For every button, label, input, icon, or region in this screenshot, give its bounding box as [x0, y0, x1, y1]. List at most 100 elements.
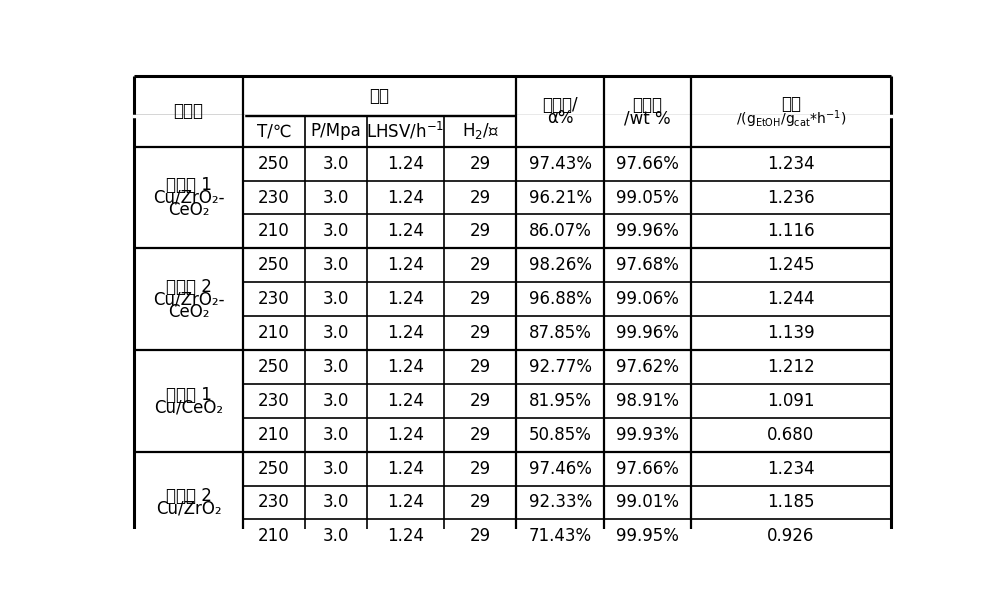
Text: 99.96%: 99.96% — [616, 324, 679, 342]
Text: 1.24: 1.24 — [387, 257, 424, 274]
Text: 1.091: 1.091 — [767, 392, 814, 410]
Text: 29: 29 — [470, 494, 491, 511]
Text: 1.116: 1.116 — [767, 222, 815, 241]
Text: 催化剂: 催化剂 — [174, 102, 204, 121]
Text: 99.95%: 99.95% — [616, 527, 679, 545]
Text: 97.46%: 97.46% — [529, 460, 592, 478]
Text: 29: 29 — [470, 358, 491, 376]
Text: 99.93%: 99.93% — [616, 426, 679, 444]
Text: 99.06%: 99.06% — [616, 290, 679, 308]
Text: 1.236: 1.236 — [767, 188, 815, 207]
Text: 99.05%: 99.05% — [616, 188, 679, 207]
Text: CeO₂: CeO₂ — [168, 201, 209, 219]
Text: 98.26%: 98.26% — [529, 257, 592, 274]
Text: 3.0: 3.0 — [323, 358, 349, 376]
Text: 210: 210 — [258, 527, 290, 545]
Text: 29: 29 — [470, 257, 491, 274]
Text: 29: 29 — [470, 426, 491, 444]
Text: 230: 230 — [258, 188, 290, 207]
Text: CeO₂: CeO₂ — [168, 302, 209, 321]
Text: 1.24: 1.24 — [387, 527, 424, 545]
Text: 对比例 1: 对比例 1 — [166, 386, 211, 404]
Text: 1.24: 1.24 — [387, 154, 424, 173]
Text: α%: α% — [547, 109, 573, 127]
Text: 97.66%: 97.66% — [616, 154, 679, 173]
Text: 产率: 产率 — [781, 94, 801, 113]
Text: 99.01%: 99.01% — [616, 494, 679, 511]
Text: 230: 230 — [258, 494, 290, 511]
Text: 0.680: 0.680 — [767, 426, 814, 444]
Text: 3.0: 3.0 — [323, 426, 349, 444]
Text: 29: 29 — [470, 222, 491, 241]
Text: 29: 29 — [470, 392, 491, 410]
Text: 99.96%: 99.96% — [616, 222, 679, 241]
Text: LHSV/h$^{-1}$: LHSV/h$^{-1}$ — [366, 121, 445, 142]
Text: 81.95%: 81.95% — [529, 392, 592, 410]
Text: 1.24: 1.24 — [387, 188, 424, 207]
Text: 250: 250 — [258, 460, 290, 478]
Text: 1.234: 1.234 — [767, 460, 815, 478]
Text: 71.43%: 71.43% — [529, 527, 592, 545]
Text: 1.212: 1.212 — [767, 358, 815, 376]
Text: /(g$_{\rm EtOH}$/g$_{\rm cat}$*h$^{-1}$): /(g$_{\rm EtOH}$/g$_{\rm cat}$*h$^{-1}$) — [736, 108, 846, 130]
Text: 250: 250 — [258, 358, 290, 376]
Text: 29: 29 — [470, 154, 491, 173]
Text: 3.0: 3.0 — [323, 188, 349, 207]
Text: 对比例 2: 对比例 2 — [166, 487, 211, 505]
Text: 29: 29 — [470, 527, 491, 545]
Text: 230: 230 — [258, 290, 290, 308]
Text: 98.91%: 98.91% — [616, 392, 679, 410]
Text: 96.88%: 96.88% — [529, 290, 592, 308]
Text: 0.926: 0.926 — [767, 527, 814, 545]
Text: 86.07%: 86.07% — [529, 222, 592, 241]
Text: 1.244: 1.244 — [767, 290, 814, 308]
Text: Cu/ZrO₂: Cu/ZrO₂ — [156, 500, 221, 517]
Text: H$_2$/酯: H$_2$/酯 — [462, 121, 499, 141]
Text: 3.0: 3.0 — [323, 460, 349, 478]
Text: 1.24: 1.24 — [387, 358, 424, 376]
Text: 1.245: 1.245 — [767, 257, 814, 274]
Text: 选择性: 选择性 — [632, 96, 662, 114]
Text: 3.0: 3.0 — [323, 290, 349, 308]
Text: 3.0: 3.0 — [323, 257, 349, 274]
Text: 250: 250 — [258, 257, 290, 274]
Text: 实施例 2: 实施例 2 — [166, 278, 211, 296]
Text: 1.185: 1.185 — [767, 494, 814, 511]
Text: 1.24: 1.24 — [387, 460, 424, 478]
Text: 29: 29 — [470, 460, 491, 478]
Text: 92.33%: 92.33% — [529, 494, 592, 511]
Text: 1.234: 1.234 — [767, 154, 815, 173]
Text: 29: 29 — [470, 290, 491, 308]
Text: 1.24: 1.24 — [387, 392, 424, 410]
Text: 230: 230 — [258, 392, 290, 410]
Text: Cu/ZrO₂-: Cu/ZrO₂- — [153, 290, 224, 308]
Text: 1.24: 1.24 — [387, 290, 424, 308]
Text: 3.0: 3.0 — [323, 392, 349, 410]
Text: 3.0: 3.0 — [323, 527, 349, 545]
Text: T/℃: T/℃ — [257, 122, 291, 140]
Text: /wt %: /wt % — [624, 109, 671, 127]
Text: 210: 210 — [258, 324, 290, 342]
Text: 29: 29 — [470, 324, 491, 342]
Text: 97.62%: 97.62% — [616, 358, 679, 376]
Text: 96.21%: 96.21% — [529, 188, 592, 207]
Text: 3.0: 3.0 — [323, 324, 349, 342]
Text: Cu/ZrO₂-: Cu/ZrO₂- — [153, 188, 224, 207]
Text: 实施例 1: 实施例 1 — [166, 176, 211, 194]
Text: 97.68%: 97.68% — [616, 257, 679, 274]
Text: 87.85%: 87.85% — [529, 324, 592, 342]
Text: 3.0: 3.0 — [323, 494, 349, 511]
Text: 1.24: 1.24 — [387, 324, 424, 342]
Text: 3.0: 3.0 — [323, 222, 349, 241]
Text: 转化率/: 转化率/ — [542, 96, 578, 114]
Text: 1.24: 1.24 — [387, 494, 424, 511]
Text: 3.0: 3.0 — [323, 154, 349, 173]
Text: 210: 210 — [258, 426, 290, 444]
Text: Cu/CeO₂: Cu/CeO₂ — [154, 398, 223, 416]
Text: P/Mpa: P/Mpa — [310, 122, 361, 140]
Text: 50.85%: 50.85% — [529, 426, 592, 444]
Text: 条件: 条件 — [370, 87, 390, 105]
Text: 97.66%: 97.66% — [616, 460, 679, 478]
Text: 1.24: 1.24 — [387, 222, 424, 241]
Text: 29: 29 — [470, 188, 491, 207]
